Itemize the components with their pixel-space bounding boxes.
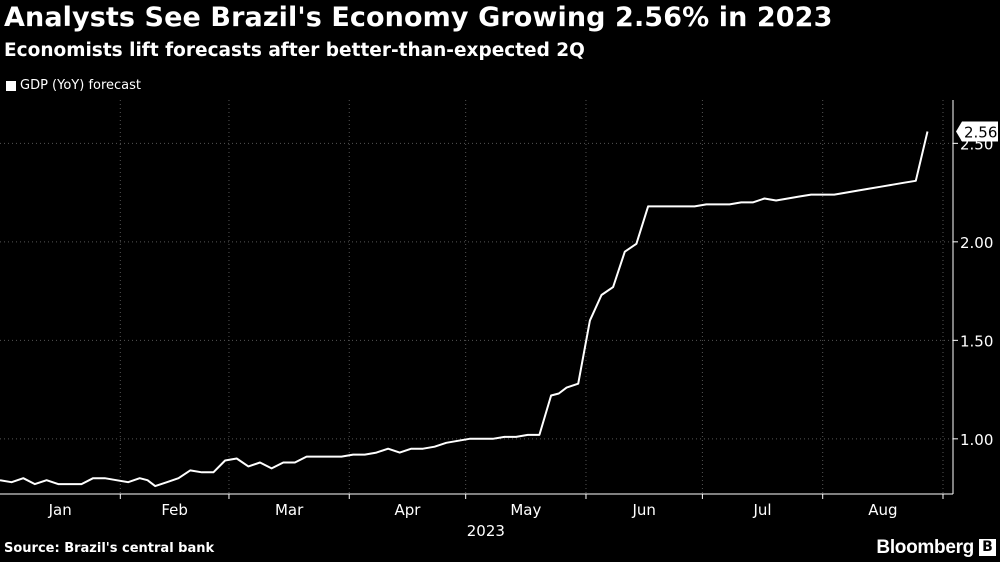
bloomberg-b-icon: B [979, 539, 996, 556]
gdp-forecast-line [0, 131, 929, 488]
grid-lines [0, 100, 953, 494]
legend-label: GDP (YoY) forecast [20, 78, 142, 93]
x-axis-year-label: 2023 [467, 522, 505, 540]
x-tick-label: Feb [161, 501, 188, 519]
y-tick-label: 1.50 [960, 332, 993, 350]
x-tick-label: Jul [752, 501, 771, 519]
x-tick-label: Jun [631, 501, 655, 519]
x-tick-label: Jan [48, 501, 72, 519]
y-axis-ticks: 1.001.502.002.50 [953, 135, 993, 449]
y-tick-label: 2.00 [960, 234, 993, 252]
x-tick-label: Aug [868, 501, 897, 519]
last-value-label: 2.56 [964, 124, 997, 142]
legend-swatch [6, 80, 16, 91]
x-axis-ticks: Jan Feb Mar Apr May Jun Jul Aug [48, 494, 944, 519]
bloomberg-logo: Bloomberg [876, 537, 974, 558]
chart-subtitle: Economists lift forecasts after better-t… [4, 40, 585, 61]
last-value-marker [956, 121, 998, 142]
y-tick-label: 1.00 [960, 431, 993, 449]
source-note: Source: Brazil's central bank [4, 541, 215, 556]
chart-title: Analysts See Brazil's Economy Growing 2.… [4, 2, 833, 33]
last-value-callout: 2.56 [956, 121, 998, 142]
legend: GDP (YoY) forecast [6, 78, 141, 93]
x-tick-label: Apr [394, 501, 421, 519]
x-tick-label: May [510, 501, 541, 519]
x-tick-label: Mar [275, 501, 304, 519]
